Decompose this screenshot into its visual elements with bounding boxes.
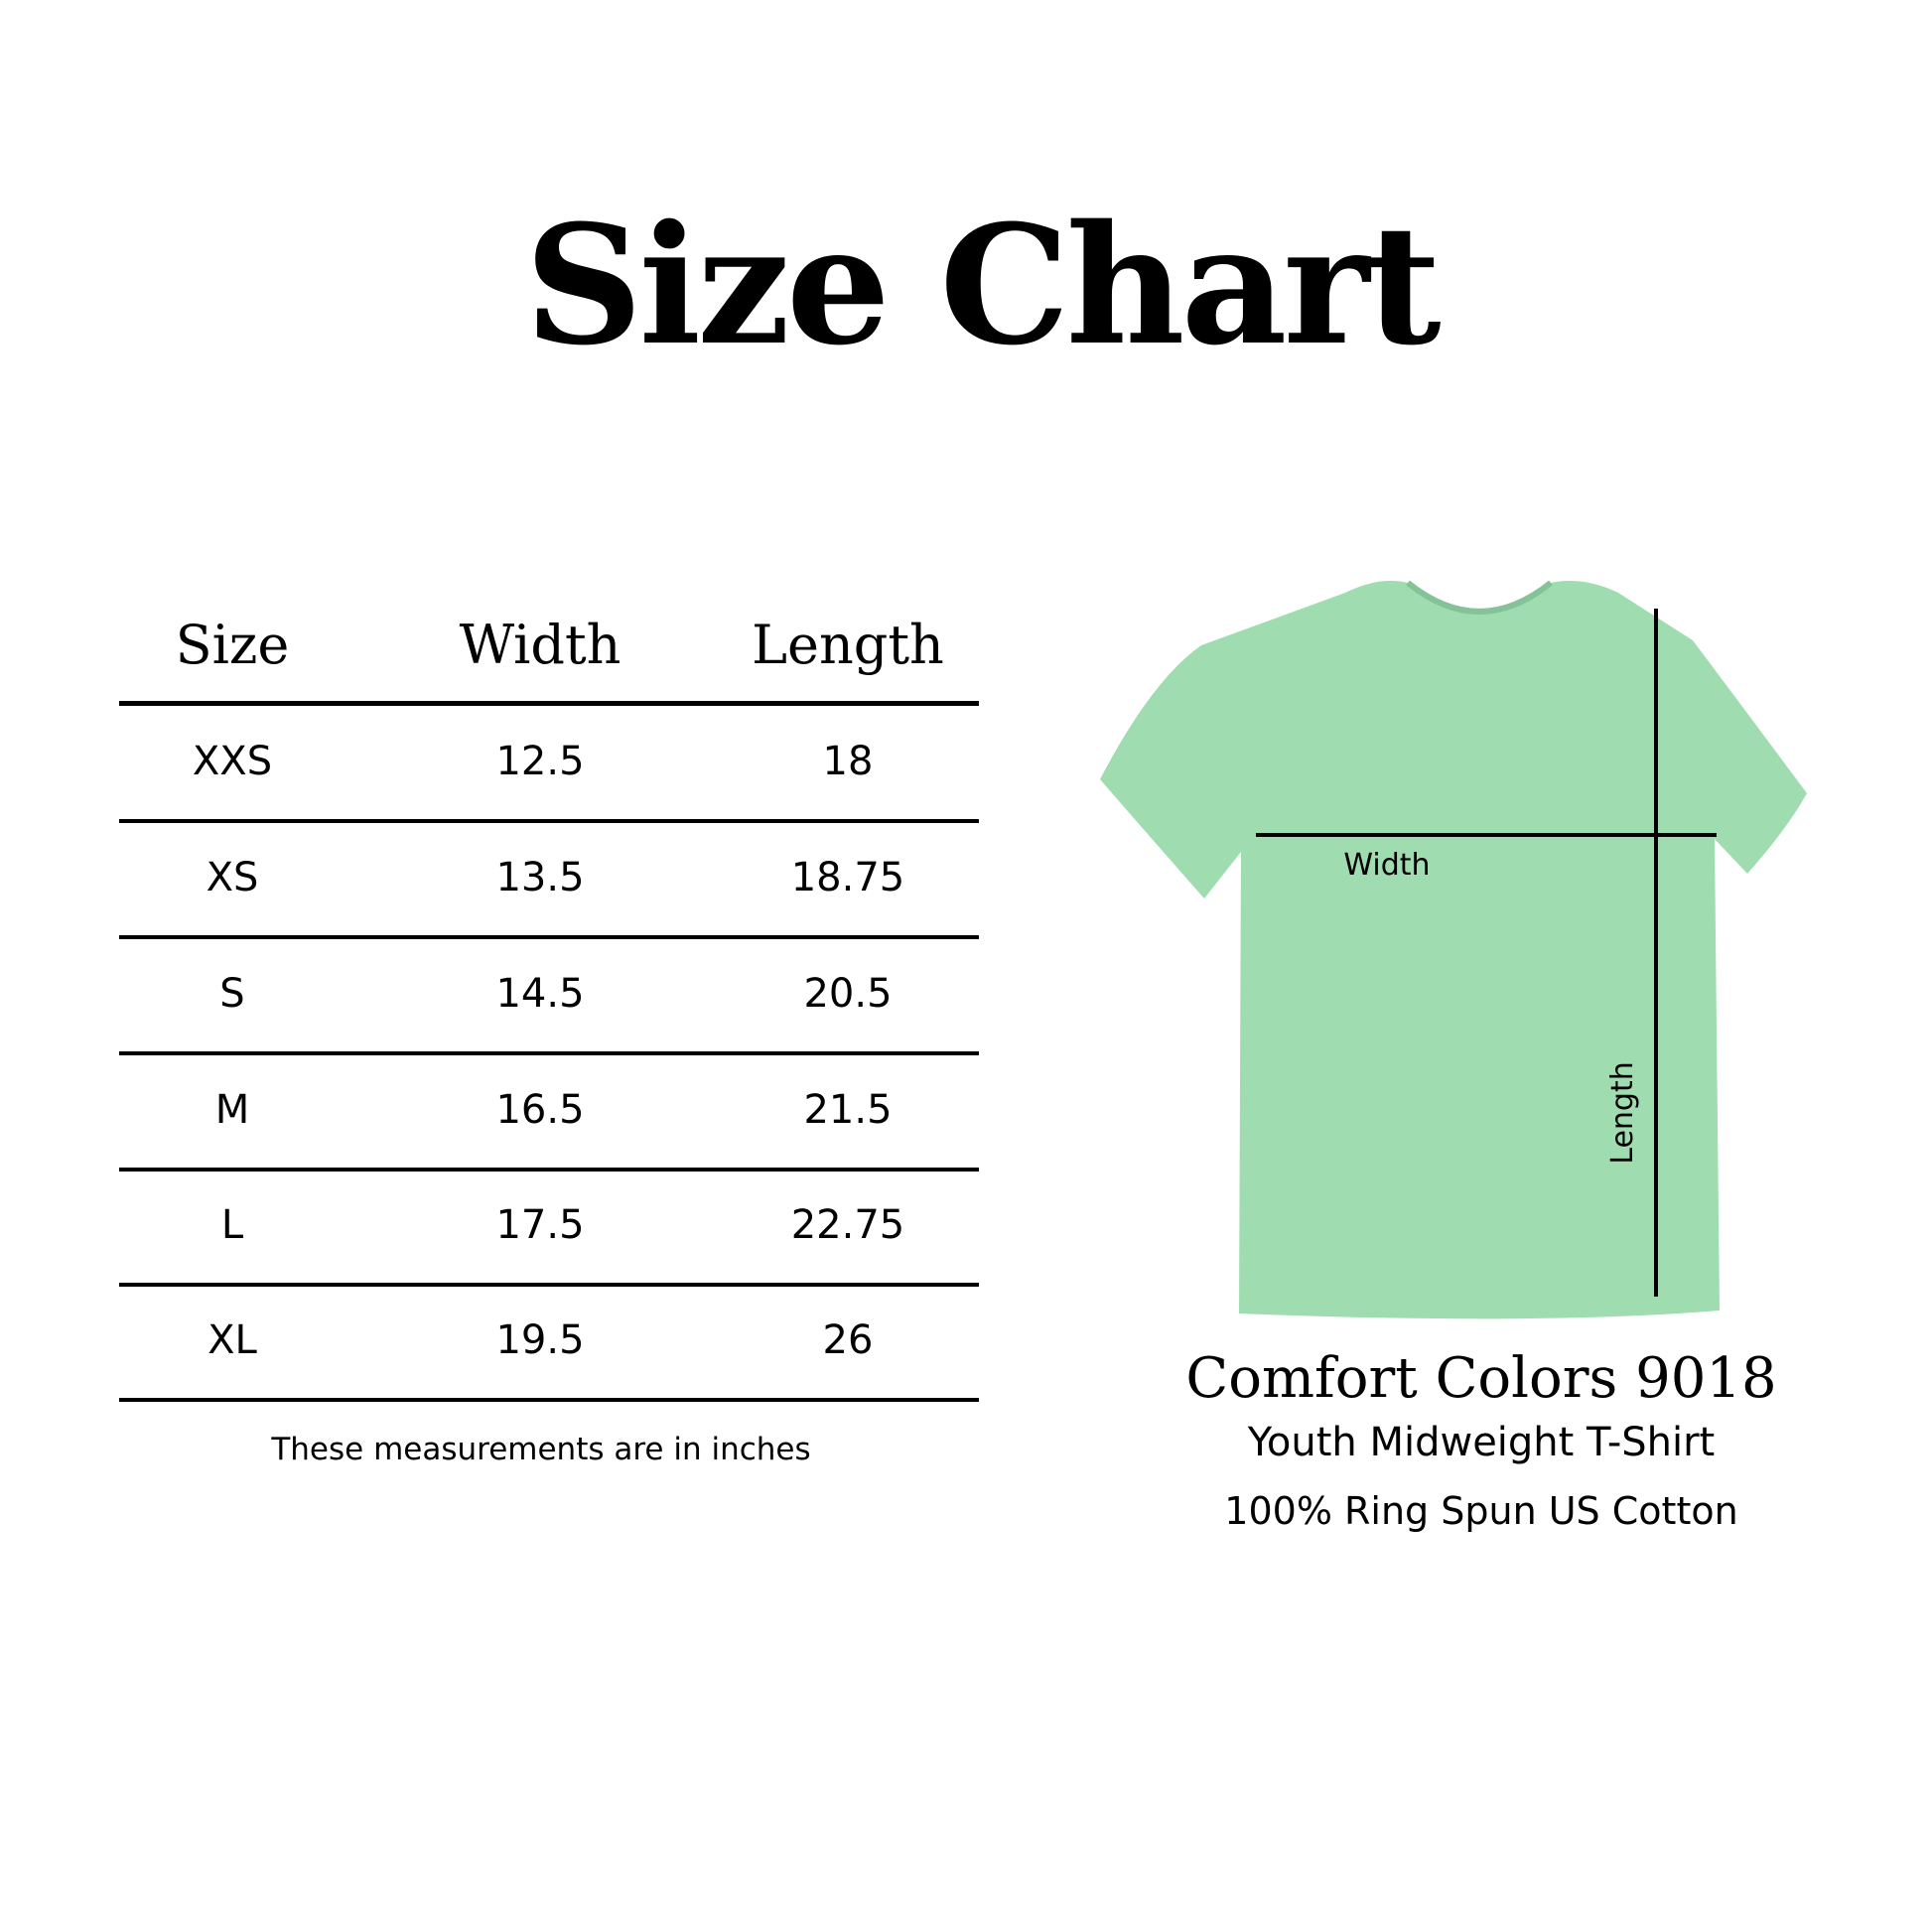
table-cell: M [214,1086,250,1133]
row-divider [119,1283,979,1287]
header-width: Width [459,614,621,676]
table-cell: 22.75 [790,1202,905,1248]
table-cell: XS [206,854,259,900]
table-cell: 20.5 [803,970,893,1017]
table-cell: 12.5 [495,739,585,784]
table-cell: XXS [192,739,273,784]
tshirt-diagram: Width Length [1100,580,1807,1319]
length-label: Length [1605,1061,1640,1164]
product-name: Comfort Colors 9018 [1185,1346,1777,1411]
row-divider [119,819,979,823]
product-description: Youth Midweight T-Shirt [1247,1420,1716,1465]
row-divider [119,1398,979,1402]
product-material: 100% Ring Spun US Cotton [1224,1489,1738,1533]
header-length: Length [752,614,944,676]
row-divider [119,1168,979,1172]
table-cell: 13.5 [495,854,585,900]
table-cell: L [220,1202,244,1248]
table-cell: S [219,970,245,1017]
table-cell: XL [207,1317,257,1363]
table-cell: 26 [822,1317,874,1363]
table-cell: 21.5 [803,1086,893,1133]
tshirt-body [1100,580,1807,1319]
table-cell: 18.75 [790,854,905,900]
row-divider [119,1051,979,1055]
header-rule [119,701,979,706]
collar [1406,580,1553,615]
table-cell: 18 [822,739,874,784]
table-cell: 16.5 [495,1086,585,1133]
page-title: Size Chart [524,189,1441,381]
row-divider [119,935,979,939]
width-label: Width [1343,848,1430,883]
header-size: Size [175,614,290,676]
table-cell: 19.5 [495,1317,585,1363]
units-note: These measurements are in inches [271,1432,811,1467]
table-cell: 14.5 [495,970,585,1017]
table-cell: 17.5 [495,1202,585,1248]
